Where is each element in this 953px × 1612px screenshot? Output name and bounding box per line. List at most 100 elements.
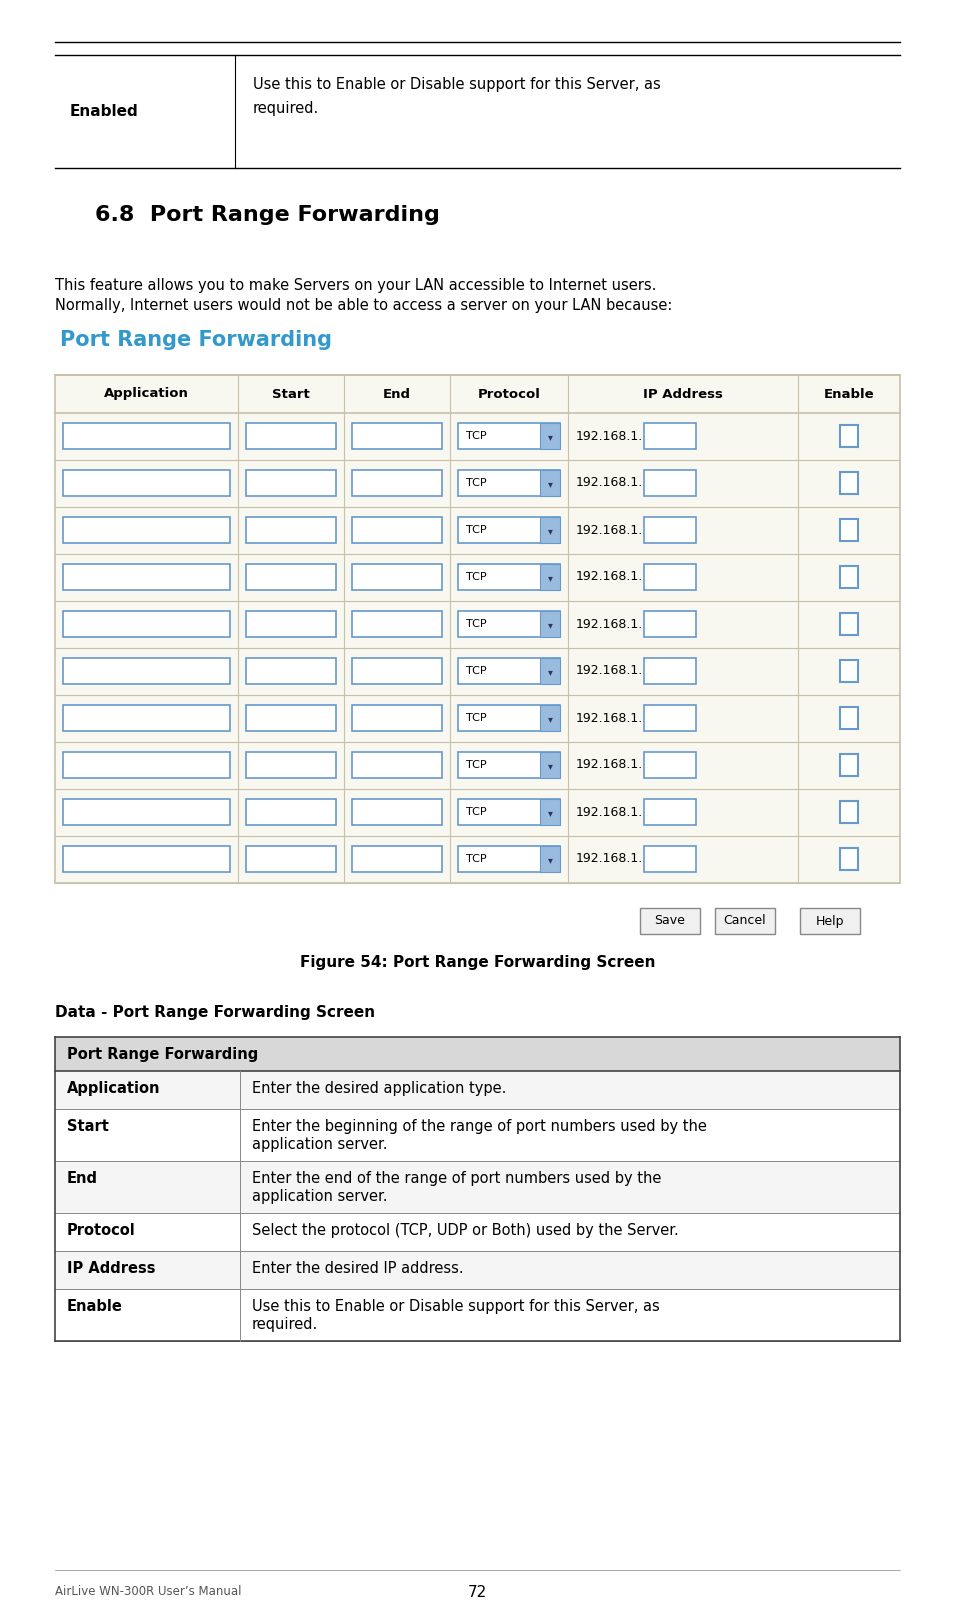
- Text: TCP: TCP: [465, 430, 486, 442]
- Bar: [352, 704, 441, 730]
- Text: Enter the desired application type.: Enter the desired application type.: [252, 1082, 506, 1096]
- Bar: [63, 753, 230, 779]
- Bar: [352, 846, 441, 872]
- Text: required.: required.: [253, 102, 319, 116]
- Text: IP Address: IP Address: [642, 387, 722, 400]
- Bar: [457, 422, 559, 448]
- Bar: [55, 1290, 899, 1341]
- Bar: [643, 658, 696, 683]
- Bar: [457, 517, 559, 543]
- Bar: [457, 800, 559, 825]
- Text: 192.168.1.: 192.168.1.: [576, 429, 642, 443]
- Bar: [352, 611, 441, 637]
- Text: Cancel: Cancel: [723, 914, 765, 927]
- Text: Enter the end of the range of port numbers used by the: Enter the end of the range of port numbe…: [252, 1170, 660, 1186]
- Text: Normally, Internet users would not be able to access a server on your LAN becaus: Normally, Internet users would not be ab…: [55, 298, 672, 313]
- Bar: [539, 800, 559, 825]
- Bar: [63, 800, 230, 825]
- Bar: [643, 611, 696, 637]
- Bar: [55, 1212, 899, 1251]
- Text: 72: 72: [467, 1585, 487, 1601]
- Bar: [352, 422, 441, 448]
- Text: ▾: ▾: [547, 621, 552, 630]
- Bar: [800, 908, 859, 933]
- Bar: [840, 801, 857, 824]
- Bar: [539, 471, 559, 496]
- Bar: [63, 471, 230, 496]
- Text: ▾: ▾: [547, 714, 552, 724]
- Bar: [643, 422, 696, 448]
- Bar: [457, 658, 559, 683]
- Text: Help: Help: [815, 914, 843, 927]
- Text: TCP: TCP: [465, 808, 486, 817]
- Bar: [643, 517, 696, 543]
- Text: 192.168.1.: 192.168.1.: [576, 806, 642, 819]
- Bar: [246, 422, 335, 448]
- Bar: [539, 704, 559, 730]
- Text: Port Range Forwarding: Port Range Forwarding: [67, 1046, 258, 1061]
- Bar: [55, 1109, 899, 1161]
- Text: TCP: TCP: [465, 479, 486, 488]
- Bar: [840, 472, 857, 493]
- Bar: [246, 611, 335, 637]
- Bar: [840, 519, 857, 542]
- Bar: [246, 517, 335, 543]
- Text: 192.168.1.: 192.168.1.: [576, 711, 642, 724]
- Text: Use this to Enable or Disable support for this Server, as: Use this to Enable or Disable support fo…: [253, 77, 660, 92]
- Bar: [457, 471, 559, 496]
- Text: application server.: application server.: [252, 1136, 387, 1153]
- Text: ▾: ▾: [547, 479, 552, 488]
- Bar: [840, 848, 857, 870]
- Bar: [639, 908, 700, 933]
- Text: Protocol: Protocol: [477, 387, 539, 400]
- Text: TCP: TCP: [465, 759, 486, 771]
- Bar: [63, 422, 230, 448]
- Text: TCP: TCP: [465, 713, 486, 724]
- Bar: [457, 611, 559, 637]
- Bar: [352, 658, 441, 683]
- Text: Start: Start: [272, 387, 310, 400]
- Text: AirLive WN-300R User’s Manual: AirLive WN-300R User’s Manual: [55, 1585, 241, 1597]
- Text: Enter the desired IP address.: Enter the desired IP address.: [252, 1261, 463, 1277]
- Bar: [246, 704, 335, 730]
- Bar: [714, 908, 774, 933]
- Bar: [840, 708, 857, 729]
- Bar: [246, 471, 335, 496]
- Bar: [539, 611, 559, 637]
- Bar: [840, 754, 857, 775]
- Bar: [55, 1251, 899, 1290]
- Text: TCP: TCP: [465, 666, 486, 675]
- Bar: [55, 1161, 899, 1212]
- Bar: [457, 704, 559, 730]
- Text: TCP: TCP: [465, 572, 486, 582]
- Text: 192.168.1.: 192.168.1.: [576, 617, 642, 630]
- Text: End: End: [67, 1170, 98, 1186]
- Bar: [643, 704, 696, 730]
- Text: End: End: [382, 387, 411, 400]
- Bar: [643, 846, 696, 872]
- Text: Data - Port Range Forwarding Screen: Data - Port Range Forwarding Screen: [55, 1004, 375, 1020]
- Text: 6.8  Port Range Forwarding: 6.8 Port Range Forwarding: [95, 205, 439, 226]
- Text: Application: Application: [104, 387, 189, 400]
- Bar: [246, 800, 335, 825]
- Bar: [352, 800, 441, 825]
- Bar: [643, 471, 696, 496]
- Bar: [63, 517, 230, 543]
- Bar: [539, 422, 559, 448]
- Text: Select the protocol (TCP, UDP or Both) used by the Server.: Select the protocol (TCP, UDP or Both) u…: [252, 1224, 678, 1238]
- Bar: [352, 564, 441, 590]
- Text: Save: Save: [654, 914, 684, 927]
- Text: Protocol: Protocol: [67, 1224, 135, 1238]
- Bar: [539, 517, 559, 543]
- Bar: [63, 658, 230, 683]
- Bar: [246, 564, 335, 590]
- Bar: [539, 846, 559, 872]
- Bar: [352, 517, 441, 543]
- Bar: [55, 1070, 899, 1109]
- Bar: [457, 564, 559, 590]
- Text: 192.168.1.: 192.168.1.: [576, 664, 642, 677]
- Bar: [55, 1037, 899, 1070]
- Text: TCP: TCP: [465, 526, 486, 535]
- Bar: [643, 800, 696, 825]
- Bar: [63, 846, 230, 872]
